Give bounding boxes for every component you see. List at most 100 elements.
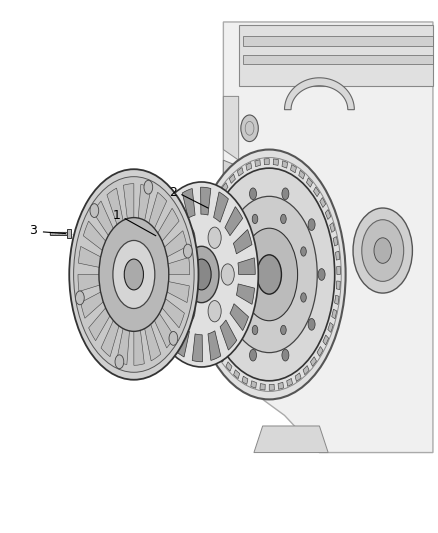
Polygon shape — [155, 219, 173, 245]
Polygon shape — [67, 229, 71, 238]
Ellipse shape — [281, 214, 286, 224]
Ellipse shape — [169, 264, 182, 285]
Polygon shape — [330, 223, 335, 232]
Polygon shape — [251, 381, 256, 388]
Ellipse shape — [208, 301, 221, 322]
Ellipse shape — [182, 227, 195, 248]
Ellipse shape — [250, 188, 257, 200]
Polygon shape — [225, 207, 243, 236]
Polygon shape — [287, 378, 293, 386]
Ellipse shape — [192, 259, 211, 290]
Polygon shape — [175, 327, 190, 357]
Polygon shape — [278, 382, 283, 389]
Polygon shape — [328, 322, 333, 333]
Polygon shape — [226, 362, 232, 371]
Ellipse shape — [308, 319, 315, 330]
Polygon shape — [78, 246, 113, 270]
Ellipse shape — [232, 293, 238, 302]
Ellipse shape — [308, 219, 315, 230]
Ellipse shape — [282, 188, 289, 200]
Polygon shape — [201, 187, 211, 215]
Polygon shape — [155, 279, 189, 303]
Polygon shape — [83, 221, 116, 260]
Polygon shape — [153, 231, 187, 263]
Polygon shape — [152, 289, 184, 328]
Polygon shape — [325, 209, 331, 220]
Ellipse shape — [241, 228, 297, 321]
Polygon shape — [238, 258, 255, 274]
Polygon shape — [117, 308, 131, 365]
Polygon shape — [295, 373, 301, 382]
Polygon shape — [137, 184, 151, 241]
Ellipse shape — [252, 325, 258, 335]
Ellipse shape — [353, 208, 413, 293]
Ellipse shape — [184, 246, 219, 303]
Ellipse shape — [281, 325, 286, 335]
Ellipse shape — [301, 247, 306, 256]
Ellipse shape — [374, 238, 392, 263]
Polygon shape — [246, 163, 252, 171]
Polygon shape — [307, 178, 313, 187]
Text: 2: 2 — [169, 185, 177, 199]
Polygon shape — [166, 199, 183, 229]
Polygon shape — [260, 384, 265, 390]
Polygon shape — [269, 384, 274, 390]
Polygon shape — [335, 295, 339, 304]
Polygon shape — [243, 55, 433, 64]
Polygon shape — [282, 161, 288, 168]
Ellipse shape — [223, 219, 230, 230]
Polygon shape — [148, 245, 167, 265]
Ellipse shape — [99, 217, 169, 332]
Polygon shape — [143, 192, 167, 246]
Polygon shape — [208, 331, 221, 360]
Polygon shape — [337, 266, 340, 274]
Polygon shape — [223, 96, 239, 160]
Ellipse shape — [208, 227, 221, 248]
Ellipse shape — [182, 301, 195, 322]
Polygon shape — [160, 313, 178, 342]
Polygon shape — [134, 309, 145, 365]
Polygon shape — [290, 165, 297, 173]
Polygon shape — [204, 317, 209, 326]
Polygon shape — [237, 167, 244, 176]
Polygon shape — [255, 160, 260, 167]
Polygon shape — [151, 295, 170, 319]
Text: 3: 3 — [29, 224, 37, 237]
Polygon shape — [213, 342, 219, 351]
Ellipse shape — [124, 259, 144, 290]
Polygon shape — [141, 305, 161, 361]
Ellipse shape — [169, 332, 178, 345]
Polygon shape — [336, 281, 340, 289]
Polygon shape — [199, 245, 204, 254]
Ellipse shape — [318, 269, 325, 280]
Polygon shape — [124, 184, 134, 240]
Polygon shape — [233, 230, 252, 254]
Polygon shape — [208, 329, 213, 340]
Polygon shape — [210, 204, 215, 214]
Ellipse shape — [232, 247, 238, 256]
Ellipse shape — [75, 291, 84, 305]
Polygon shape — [230, 304, 248, 330]
Polygon shape — [273, 159, 279, 165]
Polygon shape — [49, 232, 67, 236]
Polygon shape — [220, 320, 237, 350]
Ellipse shape — [115, 355, 124, 369]
Ellipse shape — [90, 204, 99, 217]
Polygon shape — [201, 230, 207, 240]
Polygon shape — [215, 192, 221, 203]
Polygon shape — [205, 216, 211, 227]
Ellipse shape — [241, 115, 258, 142]
Ellipse shape — [252, 214, 258, 224]
Ellipse shape — [144, 180, 153, 194]
Polygon shape — [264, 159, 269, 165]
Polygon shape — [223, 160, 250, 240]
Polygon shape — [229, 174, 235, 183]
Polygon shape — [182, 189, 195, 218]
Polygon shape — [336, 251, 340, 260]
Polygon shape — [237, 284, 254, 304]
Polygon shape — [320, 198, 326, 207]
Ellipse shape — [362, 220, 404, 281]
Ellipse shape — [204, 168, 335, 381]
Polygon shape — [317, 346, 323, 357]
Polygon shape — [78, 274, 113, 292]
